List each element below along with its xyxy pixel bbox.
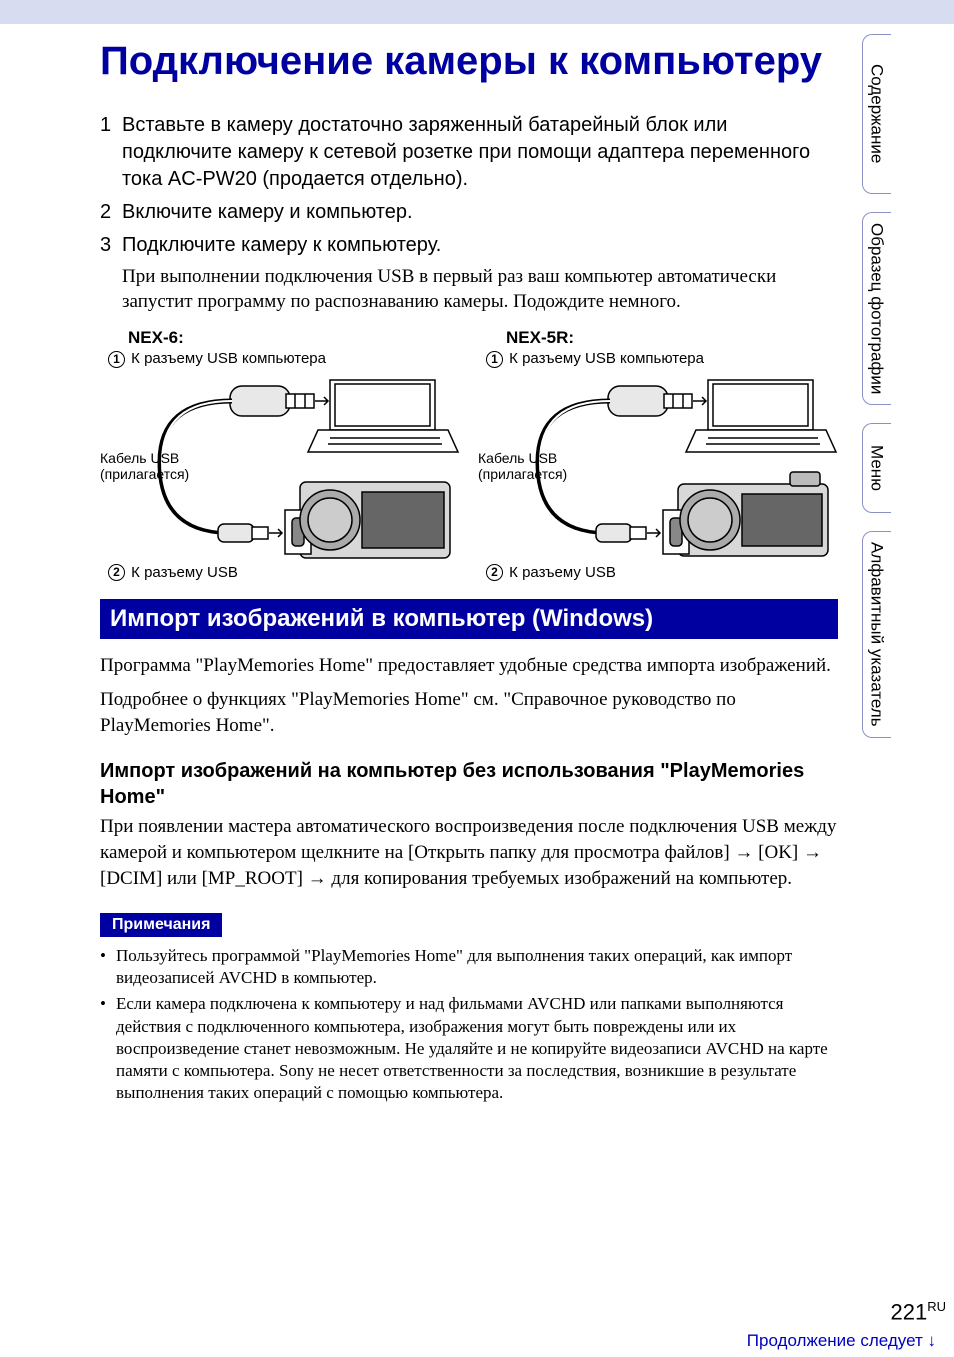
step-note: При выполнении подключения USB в первый … bbox=[122, 265, 838, 314]
circled-2-icon: 2 bbox=[486, 564, 503, 581]
step-item: 2 Включите камеру и компьютер. bbox=[100, 199, 838, 226]
note-item: • Если камера подключена к компьютеру и … bbox=[100, 993, 838, 1103]
page-number: 221RU bbox=[891, 1299, 947, 1325]
tab-index[interactable]: Алфавитный указатель bbox=[862, 531, 891, 738]
circled-2-icon: 2 bbox=[108, 564, 125, 581]
bullet-icon: • bbox=[100, 945, 116, 989]
cable-label: Кабель USB (прилагается) bbox=[100, 450, 189, 482]
top-label-text: К разъему USB компьютера bbox=[509, 350, 704, 367]
tab-contents[interactable]: Содержание bbox=[862, 34, 891, 194]
page-number-value: 221 bbox=[891, 1299, 928, 1324]
diagram-right: NEX-5R: 1 К разъему USB компьютера bbox=[478, 328, 838, 581]
notes-list: • Пользуйтесь программой "PlayMemories H… bbox=[100, 945, 838, 1104]
side-tabs: Содержание Образец фотографии Меню Алфав… bbox=[862, 34, 954, 756]
diagram-top-label: 1 К разъему USB компьютера bbox=[108, 350, 460, 368]
cable-label-text: Кабель USB (прилагается) bbox=[100, 450, 189, 482]
tab-menu[interactable]: Меню bbox=[862, 423, 891, 513]
step-text: Включите камеру и компьютер. bbox=[122, 199, 413, 226]
step-item: 3 Подключите камеру к компьютеру. bbox=[100, 232, 838, 259]
step-number: 3 bbox=[100, 232, 122, 259]
steps-list: 1 Вставьте в камеру достаточно заряженны… bbox=[100, 112, 838, 259]
cable-label: Кабель USB (прилагается) bbox=[478, 450, 567, 482]
diagram-left: NEX-6: 1 К разъему USB компьютера bbox=[100, 328, 460, 581]
paragraph: Подробнее о функциях "PlayMemories Home"… bbox=[100, 687, 838, 738]
step-number: 2 bbox=[100, 199, 122, 226]
diagram-model: NEX-5R: bbox=[506, 328, 838, 348]
page-title: Подключение камеры к компьютеру bbox=[100, 38, 838, 84]
arrow-down-icon: ↓ bbox=[928, 1331, 937, 1350]
tab-sample-photo[interactable]: Образец фотографии bbox=[862, 212, 891, 405]
note-text: Пользуйтесь программой "PlayMemories Hom… bbox=[116, 945, 838, 989]
diagram-model: NEX-6: bbox=[128, 328, 460, 348]
circled-1-icon: 1 bbox=[108, 351, 125, 368]
continue-text: Продолжение следует bbox=[747, 1331, 923, 1350]
top-strip bbox=[0, 0, 954, 24]
paragraph: Программа "PlayMemories Home" предоставл… bbox=[100, 653, 838, 679]
bullet-icon: • bbox=[100, 993, 116, 1103]
diagram-illustration: Кабель USB (прилагается) bbox=[478, 372, 838, 562]
note-text: Если камера подключена к компьютеру и на… bbox=[116, 993, 838, 1103]
bottom-label-text: К разъему USB bbox=[509, 564, 616, 581]
step-text: Вставьте в камеру достаточно заряженный … bbox=[122, 112, 838, 193]
step-item: 1 Вставьте в камеру достаточно заряженны… bbox=[100, 112, 838, 193]
cable-label-text: Кабель USB (прилагается) bbox=[478, 450, 567, 482]
step-text: Подключите камеру к компьютеру. bbox=[122, 232, 441, 259]
continue-indicator: Продолжение следует ↓ bbox=[747, 1331, 936, 1351]
page-content: Подключение камеры к компьютеру 1 Вставь… bbox=[100, 38, 838, 1108]
step-number: 1 bbox=[100, 112, 122, 193]
paragraph: При появлении мастера автоматического во… bbox=[100, 814, 838, 891]
page-number-suffix: RU bbox=[927, 1299, 946, 1314]
top-label-text: К разъему USB компьютера bbox=[131, 350, 326, 367]
diagram-bottom-label: 2 К разъему USB bbox=[108, 564, 460, 582]
sub-heading: Импорт изображений на компьютер без испо… bbox=[100, 758, 838, 810]
diagram-top-label: 1 К разъему USB компьютера bbox=[486, 350, 838, 368]
section-heading: Импорт изображений в компьютер (Windows) bbox=[100, 599, 838, 639]
notes-tag: Примечания bbox=[100, 913, 222, 937]
diagrams-row: NEX-6: 1 К разъему USB компьютера bbox=[100, 328, 838, 581]
diagram-illustration: Кабель USB (прилагается) bbox=[100, 372, 460, 562]
circled-1-icon: 1 bbox=[486, 351, 503, 368]
bottom-label-text: К разъему USB bbox=[131, 564, 238, 581]
note-item: • Пользуйтесь программой "PlayMemories H… bbox=[100, 945, 838, 989]
diagram-bottom-label: 2 К разъему USB bbox=[486, 564, 838, 582]
